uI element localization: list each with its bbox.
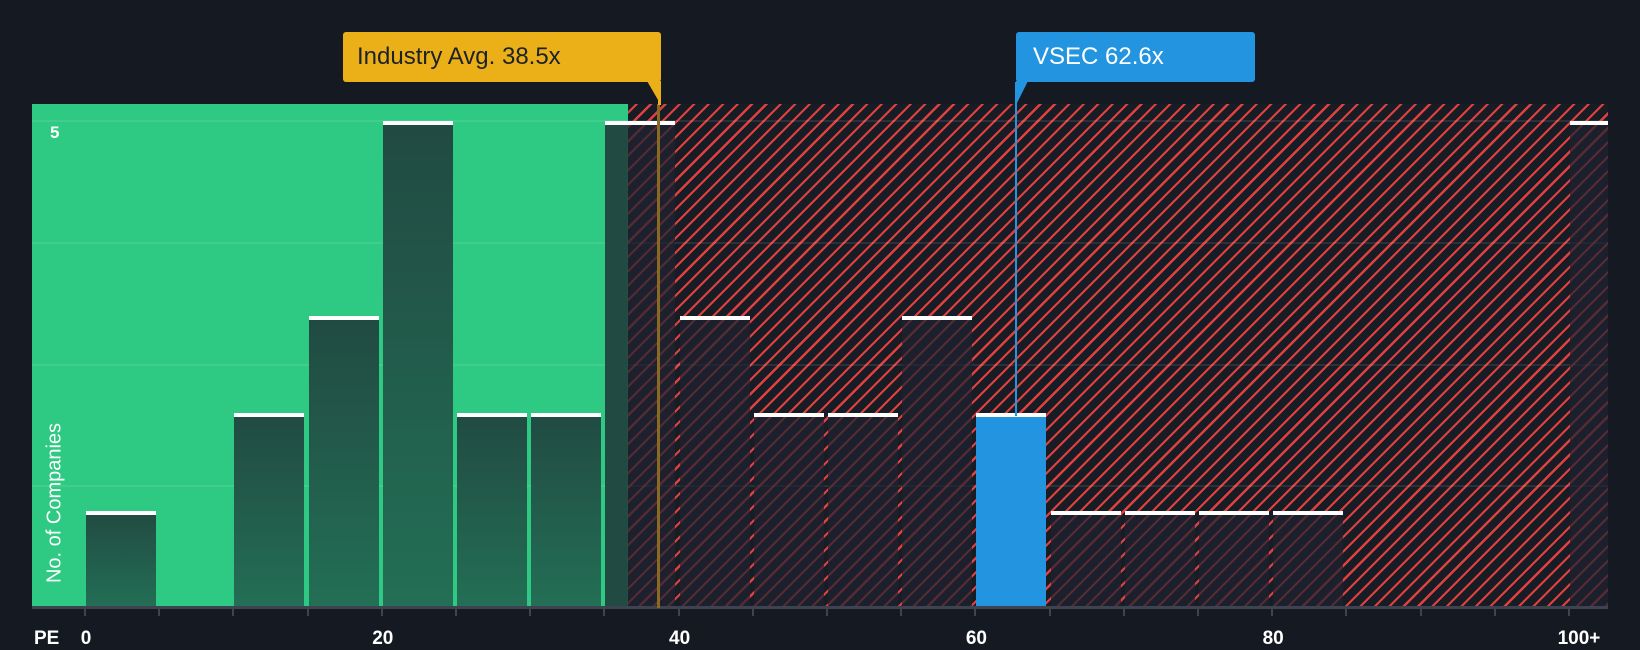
y-tick-5: 5 bbox=[50, 123, 60, 142]
x-axis-tick bbox=[1568, 608, 1570, 616]
x-axis-tick bbox=[974, 608, 977, 616]
histogram-bar bbox=[382, 121, 453, 608]
x-axis-tick bbox=[1122, 608, 1125, 616]
bar-top-marker bbox=[1570, 121, 1608, 125]
industry-callout-pointer bbox=[647, 81, 661, 105]
gridline bbox=[32, 120, 1608, 122]
company-value-line bbox=[1014, 82, 1017, 416]
x-axis-tick bbox=[158, 608, 161, 616]
x-axis-tick bbox=[900, 608, 903, 616]
histogram-bar bbox=[1050, 510, 1121, 608]
x-tick-label: 80 bbox=[1262, 628, 1284, 649]
x-tick-label: 40 bbox=[669, 628, 691, 649]
bar-top-marker bbox=[1273, 510, 1344, 515]
y-axis-title: No. of Companies bbox=[43, 422, 66, 584]
bar-top-marker bbox=[531, 413, 602, 418]
x-axis-tick bbox=[1197, 608, 1199, 616]
bar-top-marker bbox=[679, 315, 750, 320]
bar-top-marker bbox=[828, 413, 898, 418]
x-tick-label: 100+ bbox=[1557, 628, 1601, 649]
x-axis-tick bbox=[1493, 608, 1496, 616]
histogram-bar bbox=[753, 413, 824, 608]
histogram-bar bbox=[86, 510, 156, 608]
x-axis-tick bbox=[529, 608, 532, 616]
x-axis-tick bbox=[826, 608, 828, 616]
histogram-bar bbox=[457, 413, 527, 608]
bar-top-marker bbox=[753, 413, 824, 418]
bar-top-marker bbox=[1124, 510, 1195, 515]
histogram-bar bbox=[1570, 121, 1608, 608]
bar-top-marker bbox=[1199, 510, 1269, 515]
bar-top-marker bbox=[976, 413, 1047, 418]
chart-plot-area bbox=[32, 104, 1608, 608]
industry-callout-stem bbox=[658, 81, 661, 105]
x-axis-tick bbox=[1048, 608, 1051, 616]
industry-average-line bbox=[657, 104, 661, 608]
histogram-bar bbox=[531, 413, 602, 608]
x-axis-tick bbox=[455, 608, 457, 616]
histogram-bar bbox=[828, 413, 898, 608]
x-axis-tick bbox=[603, 608, 606, 616]
x-axis-tick bbox=[232, 608, 235, 616]
bar-top-marker bbox=[457, 413, 527, 418]
x-axis-line bbox=[32, 606, 1608, 609]
x-axis-title: PE bbox=[34, 628, 60, 649]
histogram-bar bbox=[605, 121, 676, 608]
histogram-bar bbox=[679, 315, 750, 608]
x-axis-tick bbox=[84, 608, 86, 616]
bar-top-marker bbox=[605, 121, 676, 125]
industry-average-callout: Industry Avg. 38.5x bbox=[343, 32, 661, 82]
x-axis-tick bbox=[1345, 608, 1348, 616]
above-industry-zone bbox=[628, 104, 1608, 608]
gridline bbox=[32, 363, 1608, 366]
bar-top-marker bbox=[234, 413, 305, 418]
histogram-bar bbox=[234, 413, 305, 608]
bar-top-marker bbox=[1050, 510, 1121, 515]
x-axis-tick bbox=[1271, 608, 1274, 616]
bar-top-marker bbox=[382, 121, 453, 125]
company-pe-label: VSEC 62.6x bbox=[1033, 43, 1164, 70]
x-tick-label: 0 bbox=[80, 628, 92, 649]
histogram-bar bbox=[1124, 510, 1195, 608]
x-axis-tick bbox=[1419, 608, 1422, 616]
industry-average-label: Industry Avg. 38.5x bbox=[357, 43, 561, 70]
bar-top-marker bbox=[308, 315, 379, 320]
x-tick-label: 60 bbox=[965, 628, 987, 649]
x-axis-tick bbox=[306, 608, 309, 616]
x-tick-label: 20 bbox=[372, 628, 394, 649]
company-callout-pointer bbox=[1016, 81, 1028, 105]
x-axis-tick bbox=[751, 608, 754, 616]
x-axis-tick bbox=[677, 608, 680, 616]
company-bin-bar bbox=[976, 413, 1047, 608]
histogram-bar bbox=[308, 315, 379, 608]
bar-top-marker bbox=[86, 510, 156, 515]
histogram-bar bbox=[1273, 510, 1344, 608]
company-pe-callout: VSEC 62.6x bbox=[1016, 32, 1255, 82]
bar-top-marker bbox=[902, 315, 973, 320]
x-axis-tick bbox=[380, 608, 383, 616]
histogram-bar bbox=[1199, 510, 1269, 608]
gridline bbox=[32, 241, 1608, 244]
histogram-bar bbox=[902, 315, 973, 608]
